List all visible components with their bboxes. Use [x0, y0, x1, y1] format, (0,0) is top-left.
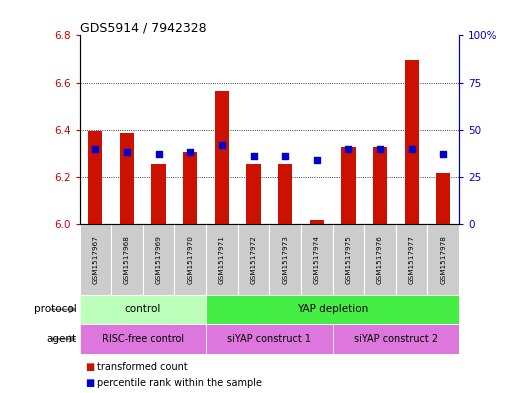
Bar [206, 224, 238, 295]
Point [407, 145, 416, 152]
Text: GSM1517974: GSM1517974 [314, 235, 320, 284]
Bar [332, 224, 364, 295]
Point [91, 145, 100, 152]
Bar [278, 164, 292, 224]
Point [439, 151, 447, 157]
Text: transformed count: transformed count [97, 362, 188, 373]
Point [312, 157, 321, 163]
Bar [405, 60, 419, 224]
Text: GSM1517971: GSM1517971 [219, 235, 225, 284]
Bar [436, 173, 450, 224]
Bar [396, 224, 427, 295]
Text: GSM1517976: GSM1517976 [377, 235, 383, 284]
Bar [174, 224, 206, 295]
Bar [427, 224, 459, 295]
Text: protocol: protocol [34, 305, 77, 314]
Point [218, 141, 226, 148]
Point [154, 151, 163, 157]
Bar [206, 324, 332, 354]
Text: GSM1517969: GSM1517969 [155, 235, 162, 284]
Bar [238, 224, 269, 295]
Bar [373, 147, 387, 224]
Point [123, 149, 131, 156]
Point [344, 145, 352, 152]
Text: GSM1517973: GSM1517973 [282, 235, 288, 284]
Text: GSM1517968: GSM1517968 [124, 235, 130, 284]
Bar [143, 224, 174, 295]
Bar [206, 295, 459, 324]
Text: ■: ■ [85, 362, 94, 373]
Bar [301, 224, 332, 295]
Point [186, 149, 194, 156]
Text: YAP depletion: YAP depletion [297, 305, 368, 314]
Bar [80, 324, 206, 354]
Text: siYAP construct 2: siYAP construct 2 [354, 334, 438, 344]
Bar [151, 164, 166, 224]
Bar [310, 220, 324, 224]
Bar [364, 224, 396, 295]
Text: control: control [125, 305, 161, 314]
Point [281, 153, 289, 159]
Bar [246, 164, 261, 224]
Point [376, 145, 384, 152]
Text: GDS5914 / 7942328: GDS5914 / 7942328 [80, 21, 206, 34]
Text: RISC-free control: RISC-free control [102, 334, 184, 344]
Text: siYAP construct 1: siYAP construct 1 [227, 334, 311, 344]
Text: GSM1517967: GSM1517967 [92, 235, 98, 284]
Text: GSM1517972: GSM1517972 [250, 235, 256, 284]
Bar [80, 224, 111, 295]
Text: GSM1517970: GSM1517970 [187, 235, 193, 284]
Bar [332, 324, 459, 354]
Text: percentile rank within the sample: percentile rank within the sample [97, 378, 263, 388]
Text: GSM1517975: GSM1517975 [345, 235, 351, 284]
Bar [215, 91, 229, 224]
Text: GSM1517977: GSM1517977 [409, 235, 415, 284]
Text: GSM1517978: GSM1517978 [440, 235, 446, 284]
Bar [120, 133, 134, 224]
Bar [111, 224, 143, 295]
Text: ■: ■ [85, 378, 94, 388]
Bar [269, 224, 301, 295]
Point [249, 153, 258, 159]
Bar [341, 147, 356, 224]
Bar [80, 295, 206, 324]
Text: agent: agent [47, 334, 77, 344]
Bar [183, 152, 198, 224]
Bar [88, 131, 103, 224]
